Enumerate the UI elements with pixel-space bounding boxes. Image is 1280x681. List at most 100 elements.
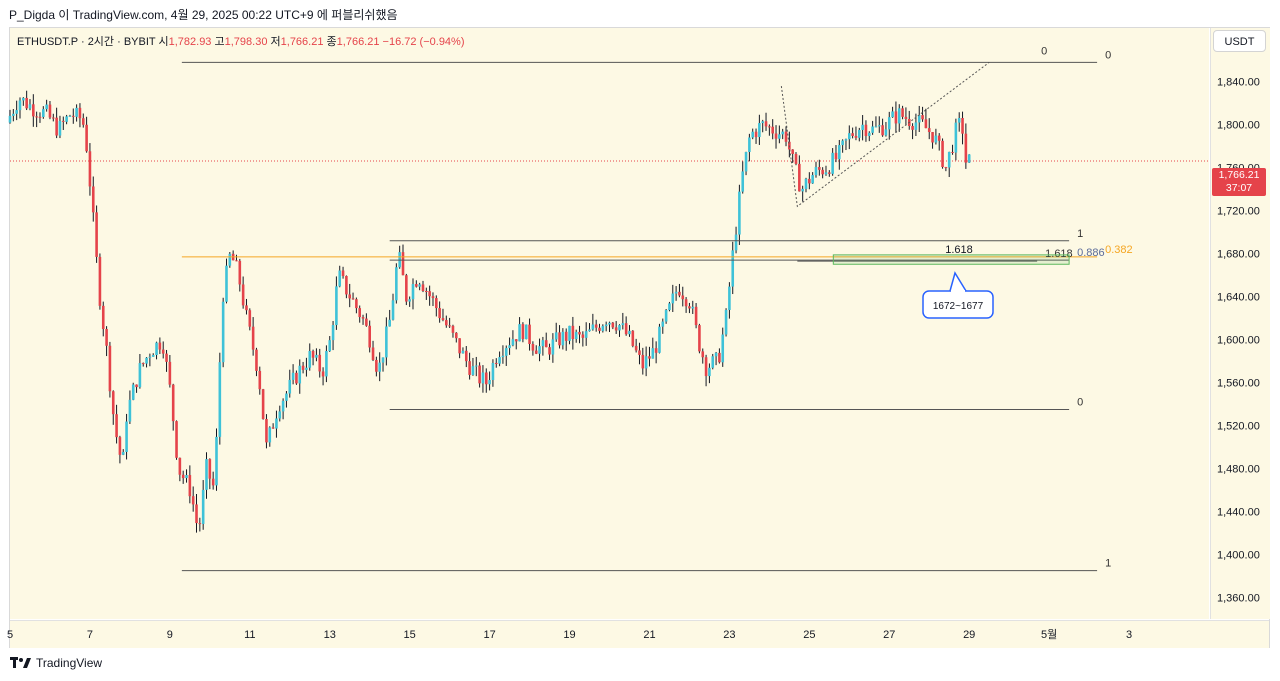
open-value: 1,782.93 <box>168 36 212 48</box>
candle-up <box>511 339 515 346</box>
candle-up <box>285 393 288 401</box>
candle-down <box>464 350 468 362</box>
candle-down <box>548 347 551 355</box>
candle-down <box>135 384 138 388</box>
candle-up <box>12 113 15 116</box>
candle-up <box>874 126 878 128</box>
candle-down <box>854 135 858 138</box>
candle-down <box>358 308 362 318</box>
candle-up <box>714 352 718 357</box>
candle-down <box>634 345 638 351</box>
candle-down <box>478 365 481 384</box>
candle-up <box>18 100 22 111</box>
candle-down <box>321 371 325 377</box>
candle-down <box>571 325 575 340</box>
x-tick-label: 27 <box>883 629 895 641</box>
candle-up <box>644 356 648 369</box>
candle-up <box>831 152 834 174</box>
candle-up <box>748 137 751 153</box>
close-value: 1,766.21 <box>336 36 380 48</box>
candle-up <box>125 421 128 452</box>
candle-up <box>58 120 62 136</box>
candle-up <box>861 124 864 130</box>
candle-up <box>418 284 421 287</box>
candle-up <box>328 340 332 352</box>
candle-up <box>151 355 155 357</box>
candle-down <box>141 363 145 365</box>
candle-up <box>411 284 415 300</box>
candle-up <box>488 380 491 385</box>
candle-up <box>45 104 48 110</box>
candle-up <box>508 345 511 349</box>
candle-up <box>801 188 804 192</box>
candle-up <box>518 324 521 342</box>
candle-up <box>185 475 188 479</box>
candle-up <box>814 167 818 176</box>
candle-down <box>55 117 58 136</box>
candle-up <box>708 367 711 377</box>
candle-down <box>168 361 172 385</box>
candle-down <box>195 504 198 524</box>
candle-down <box>158 342 162 350</box>
y-tick-label: 1,800.00 <box>1217 120 1260 132</box>
candle-down <box>25 97 28 109</box>
candle-down <box>944 167 948 169</box>
candle-up <box>871 126 874 133</box>
candle-down <box>798 163 801 192</box>
candle-up <box>504 348 508 356</box>
candle-down <box>295 372 298 384</box>
candle-down <box>514 339 518 342</box>
candle-up <box>728 286 731 310</box>
candle-up <box>841 140 844 146</box>
candle-up <box>291 372 295 380</box>
candle-down <box>821 169 824 175</box>
candle-up <box>778 134 781 139</box>
candle-down <box>698 325 701 352</box>
candle-down <box>614 327 618 331</box>
candle-down <box>624 323 628 335</box>
x-tick-label: 11 <box>244 629 255 641</box>
symbol-label[interactable]: ETHUSDT.P · 2시간 · BYBIT <box>17 36 156 48</box>
candle-up <box>68 115 72 117</box>
candle-down <box>438 308 441 319</box>
candle-down <box>931 132 934 143</box>
candle-up <box>591 324 595 330</box>
candle-down <box>641 354 645 369</box>
candle-down <box>165 353 168 362</box>
zone-box <box>832 254 1070 265</box>
candle-down <box>828 172 831 174</box>
candle-up <box>541 340 545 347</box>
footer-brand[interactable]: TradingView <box>36 656 103 670</box>
candle-up <box>148 356 152 358</box>
candle-down <box>718 352 721 363</box>
candle-up <box>848 133 851 140</box>
candle-down <box>534 350 538 354</box>
candle-up <box>804 178 808 189</box>
price-scale[interactable] <box>1210 28 1270 619</box>
candle-up <box>967 154 971 163</box>
candle-down <box>431 296 435 299</box>
candle-up <box>947 151 951 168</box>
candle-down <box>405 275 408 302</box>
candle-down <box>901 108 904 117</box>
candle-up <box>781 131 784 135</box>
y-tick-label: 1,640.00 <box>1217 292 1260 304</box>
candle-up <box>824 172 828 175</box>
candle-down <box>694 306 698 326</box>
time-scale[interactable] <box>10 620 1269 648</box>
candle-up <box>574 331 578 340</box>
candle-down <box>341 270 345 276</box>
currency-button[interactable]: USDT <box>1213 30 1266 52</box>
candle-up <box>844 139 848 141</box>
candle-down <box>71 115 75 117</box>
candle-up <box>711 356 715 368</box>
candle-up <box>867 132 871 137</box>
candle-down <box>678 291 681 296</box>
x-tick-label: 9 <box>167 629 173 641</box>
candle-down <box>401 252 405 276</box>
fib-level-label: 0.382 <box>1105 244 1133 256</box>
fib-level-label: 0 <box>1077 396 1083 408</box>
candle-up <box>131 384 135 400</box>
footer: TradingView <box>10 656 102 670</box>
candle-down <box>265 419 268 443</box>
